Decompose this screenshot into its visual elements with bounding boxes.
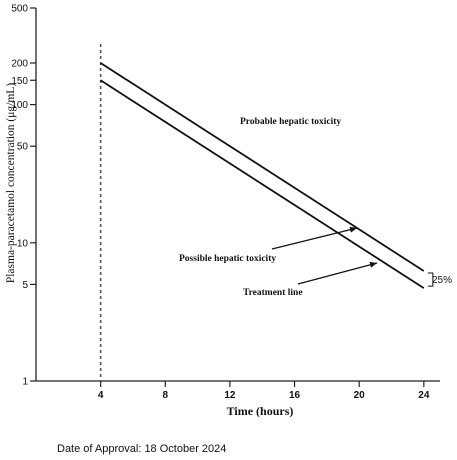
- y-tick-label: 150: [11, 76, 28, 87]
- y-tick-label: 50: [17, 142, 29, 153]
- approval-date: Date of Approval: 18 October 2024: [57, 443, 227, 455]
- y-tick-label: 10: [17, 238, 29, 249]
- series-line-probable-hepatic-toxicity: [100, 62, 425, 272]
- annotations: Probable hepatic toxicity Possible hepati…: [179, 117, 452, 298]
- y-ticks: 1 5 10 50 100 150 200 500: [11, 4, 36, 388]
- x-tick-label: 20: [354, 390, 366, 401]
- arrow-treatment-line: [297, 261, 378, 285]
- axes: [35, 8, 440, 382]
- annotation-25-percent: 25%: [432, 275, 452, 286]
- annotation-treatment-line: Treatment line: [243, 288, 303, 298]
- series-lines: [100, 62, 425, 289]
- arrow-possible-hepatic-toxicity: [271, 226, 358, 250]
- y-axis-title: Plasma-paracetamol concentration (μg/mL): [5, 83, 17, 283]
- x-tick-label: 8: [162, 390, 168, 401]
- y-tick-label: 1: [22, 377, 28, 388]
- y-tick-label: 200: [11, 58, 28, 69]
- x-tick-label: 4: [98, 390, 104, 401]
- bracket-25-percent: [427, 272, 434, 287]
- annotation-possible-hepatic-toxicity: Possible hepatic toxicity: [179, 254, 276, 264]
- chart: 1 5 10 50 100 150 200 500 4 8 12 16 20 24 Probable h…: [5, 4, 452, 419]
- x-tick-label: 24: [418, 390, 430, 401]
- x-tick-label: 12: [224, 390, 236, 401]
- x-tick-label: 16: [289, 390, 301, 401]
- x-ticks: 4 8 12 16 20 24: [98, 381, 430, 401]
- y-tick-label: 5: [22, 280, 28, 291]
- x-axis-title: Time (hours): [227, 404, 294, 418]
- y-tick-label: 100: [11, 100, 28, 111]
- series-line-treatment: [100, 79, 425, 289]
- y-tick-label: 500: [11, 4, 28, 15]
- annotation-probable-hepatic-toxicity: Probable hepatic toxicity: [240, 117, 341, 127]
